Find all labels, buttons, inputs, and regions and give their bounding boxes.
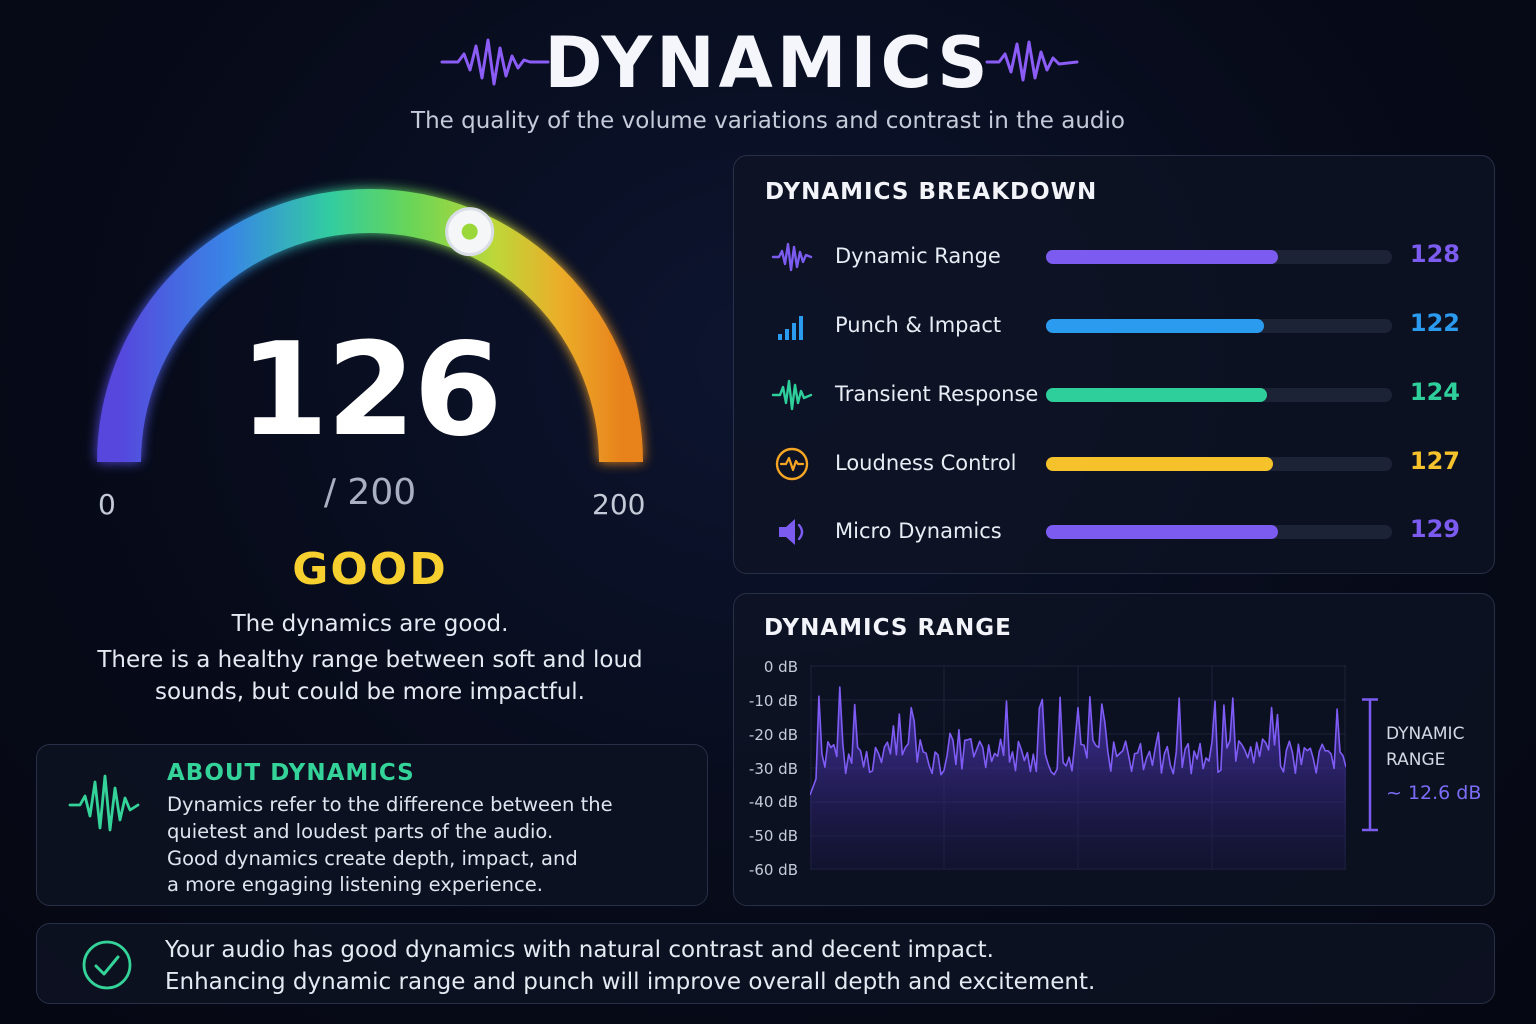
rating-description-line: The dynamics are good. xyxy=(231,611,509,637)
range-waveform-chart xyxy=(810,665,1346,870)
about-panel xyxy=(36,744,708,906)
breakdown-value: 122 xyxy=(1409,309,1460,337)
rating-description-line: There is a healthy range between soft an… xyxy=(97,647,643,673)
about-title: ABOUT DYNAMICS xyxy=(167,760,415,786)
breakdown-row-transient-response: Transient Response 124 xyxy=(765,375,1475,415)
range-annotation-label: DYNAMIC xyxy=(1386,724,1465,744)
speaker-icon xyxy=(779,519,804,545)
page-subtitle: The quality of the volume variations and… xyxy=(411,108,1125,134)
about-waveform-icon xyxy=(68,774,140,832)
summary-text-line: Enhancing dynamic range and punch will i… xyxy=(165,969,1096,995)
breakdown-label: Dynamic Range xyxy=(835,244,1001,268)
breakdown-bar-track xyxy=(1046,250,1392,264)
breakdown-label: Punch & Impact xyxy=(835,313,1002,337)
breakdown-row-punch-impact: Punch & Impact 122 xyxy=(765,306,1475,346)
gauge-min-label: 0 xyxy=(98,488,116,521)
check-circle-icon xyxy=(82,940,132,990)
gauge-max-label: 200 xyxy=(592,488,646,521)
breakdown-row-micro-dynamics: Micro Dynamics 129 xyxy=(765,512,1475,552)
range-annotation-value: ~ 12.6 dB xyxy=(1386,782,1482,804)
y-axis-label: -20 dB xyxy=(748,726,798,744)
range-annotation-label: RANGE xyxy=(1386,750,1446,770)
breakdown-label: Loudness Control xyxy=(835,451,1017,475)
breakdown-bar-fill xyxy=(1046,319,1264,333)
breakdown-bar-fill xyxy=(1046,457,1273,471)
breakdown-panel xyxy=(733,155,1495,574)
score-max: / 200 xyxy=(323,472,417,513)
breakdown-label: Micro Dynamics xyxy=(835,519,1002,543)
waveform-area xyxy=(810,687,1346,870)
breakdown-value: 128 xyxy=(1409,240,1460,268)
waveform-icon xyxy=(771,242,813,272)
page-title: DYNAMICS xyxy=(544,22,992,104)
breakdown-label: Transient Response xyxy=(835,382,1039,406)
breakdown-value: 129 xyxy=(1409,515,1460,543)
breakdown-value: 124 xyxy=(1409,378,1460,406)
y-axis-label: -50 dB xyxy=(748,827,798,845)
heartbeat-circle-icon xyxy=(775,447,809,481)
score-gauge xyxy=(97,189,643,463)
breakdown-bar-fill xyxy=(1046,525,1278,539)
signal-bars-icon xyxy=(778,316,803,340)
breakdown-bar-fill xyxy=(1046,388,1268,402)
range-title: DYNAMICS RANGE xyxy=(764,615,1012,641)
pulse-icon xyxy=(771,379,813,411)
left-waveform-icon xyxy=(440,38,550,86)
waveform-line xyxy=(810,686,1346,796)
y-axis-label: -10 dB xyxy=(748,692,798,710)
about-text-line: Good dynamics create depth, impact, and xyxy=(167,847,578,870)
about-text-line: a more engaging listening experience. xyxy=(167,873,543,896)
breakdown-value: 127 xyxy=(1409,447,1460,475)
breakdown-bar-track xyxy=(1046,319,1392,333)
right-waveform-icon xyxy=(985,40,1079,82)
breakdown-bar-track xyxy=(1046,525,1392,539)
y-axis-label: 0 dB xyxy=(763,658,798,676)
y-axis-label: -40 dB xyxy=(748,793,798,811)
rating-badge: GOOD xyxy=(292,544,448,595)
rating-description-line: sounds, but could be more impactful. xyxy=(155,679,585,705)
breakdown-row-loudness-control: Loudness Control 127 xyxy=(765,444,1475,484)
breakdown-title: DYNAMICS BREAKDOWN xyxy=(765,179,1098,205)
breakdown-bar-track xyxy=(1046,457,1392,471)
score-value: 126 xyxy=(239,316,502,465)
summary-text-line: Your audio has good dynamics with natura… xyxy=(165,937,994,963)
about-text-line: quietest and loudest parts of the audio. xyxy=(167,820,554,843)
about-text-line: Dynamics refer to the difference between… xyxy=(167,793,613,816)
y-axis-label: -30 dB xyxy=(748,760,798,778)
breakdown-bar-track xyxy=(1046,388,1392,402)
y-axis-label: -60 dB xyxy=(748,861,798,879)
summary-panel xyxy=(36,923,1495,1004)
gauge-indicator xyxy=(445,207,495,257)
gauge-arc xyxy=(97,189,643,463)
breakdown-bar-fill xyxy=(1046,250,1278,264)
range-bracket xyxy=(1362,698,1378,832)
breakdown-row-dynamic-range: Dynamic Range 128 xyxy=(765,237,1475,277)
